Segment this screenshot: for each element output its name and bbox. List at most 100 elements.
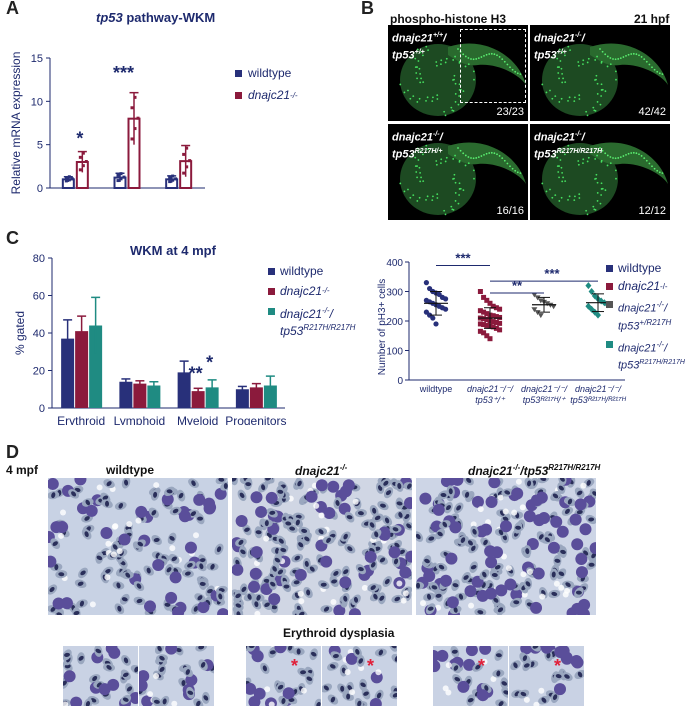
inset-3: * (246, 646, 321, 706)
stained-cell (609, 63, 612, 66)
stained-cell (488, 152, 491, 154)
nucleus (484, 685, 489, 691)
stained-cell (549, 188, 551, 191)
y-tick-label: 100 (386, 347, 403, 358)
nucleus (96, 555, 103, 561)
data-point (174, 177, 178, 181)
stained-cell (501, 58, 504, 61)
x-tick-label: tp53ᴿ²¹⁷ᴴ/⁺ (523, 395, 567, 405)
nucleus (360, 682, 366, 688)
nucleus (153, 699, 160, 704)
blast-cell (388, 546, 401, 559)
nucleus (54, 564, 59, 571)
nucleus (427, 606, 434, 611)
stained-cell (596, 101, 599, 103)
nucleus (394, 596, 401, 602)
stained-cell (619, 57, 622, 60)
stained-cell (417, 60, 420, 62)
panel-d-col3-mid: /tp53 (520, 464, 549, 478)
x-tick-label: tp53⁺/⁺ (475, 395, 506, 405)
data-point (84, 160, 88, 163)
vacuole (481, 658, 488, 665)
nucleus (564, 508, 570, 514)
stained-cell (506, 63, 509, 66)
stained-cell (457, 147, 459, 149)
data-point (544, 301, 551, 307)
blast-cell (378, 526, 391, 539)
cell-field: * (510, 646, 584, 706)
stained-cell (582, 158, 585, 161)
nucleus (240, 549, 246, 555)
blast-cell (480, 523, 493, 536)
panel-c-chart: 0 20 40 60 80 % gated Erythroid Lymphoid Myeloid… (13, 253, 287, 425)
stained-cell (568, 195, 571, 198)
stained-cell (586, 160, 589, 163)
stained-cell (470, 157, 472, 159)
nucleus (287, 646, 293, 651)
nucleus (236, 611, 241, 615)
stained-cell (509, 66, 511, 69)
nucleus (442, 521, 448, 528)
nucleus (200, 662, 206, 668)
stained-cell (596, 200, 599, 202)
data-point (182, 171, 186, 175)
nucleus (564, 674, 570, 679)
vacuole (254, 610, 261, 615)
data-point (493, 325, 499, 331)
blast-cell (250, 546, 263, 559)
stained-cell (594, 158, 597, 160)
stained-cell (425, 144, 428, 147)
b-legend-gene-3b: tp53 (618, 320, 640, 333)
nucleus (502, 516, 509, 522)
panel-d-col2-title: dnajc21-/- (295, 463, 347, 478)
stained-cell (599, 147, 601, 149)
nucleus (125, 572, 131, 578)
stained-cell (431, 100, 434, 103)
nucleus (588, 517, 595, 522)
blast-cell (364, 550, 377, 563)
stained-cell (514, 169, 517, 172)
stained-cell (627, 53, 630, 56)
data-point (64, 176, 68, 180)
nucleus (191, 480, 196, 487)
nucleus (263, 578, 270, 583)
nucleus (235, 593, 241, 599)
data-point (443, 306, 449, 312)
stained-cell (600, 83, 603, 86)
cell-field: * (246, 646, 321, 706)
nucleus (85, 499, 91, 506)
stained-cell (443, 110, 446, 113)
nucleus (495, 653, 502, 658)
stained-cell (600, 182, 603, 185)
nucleus (277, 489, 284, 494)
nucleus (498, 529, 504, 536)
data-point (484, 333, 490, 339)
blast-cell (232, 563, 244, 576)
nucleus (482, 571, 487, 578)
x-tick-label: Erythroid (57, 414, 105, 425)
stained-cell (453, 173, 456, 176)
stained-cell (416, 77, 418, 80)
vacuole (318, 512, 325, 519)
blast-cell (135, 505, 148, 518)
nucleus (79, 600, 85, 607)
nucleus (559, 478, 565, 482)
nucleus (162, 698, 167, 705)
data-point (430, 315, 436, 321)
vacuole (564, 587, 571, 594)
nucleus (378, 649, 384, 656)
data-point (168, 175, 172, 179)
nucleus (289, 526, 296, 531)
blast-cell (446, 596, 459, 609)
nucleus (551, 571, 556, 578)
panel-d-age: 4 mpf (6, 463, 39, 477)
legend-label-wildtype: wildtype (248, 66, 292, 80)
stained-cell (604, 53, 607, 56)
b-legend-sup-3: -/- (656, 300, 665, 309)
data-point (481, 294, 487, 300)
stained-cell (568, 96, 571, 99)
nucleus (552, 694, 558, 701)
nucleus (346, 693, 351, 700)
blast-cell (419, 492, 432, 505)
x-tick-label: dnajc21⁻/⁻/ (575, 384, 623, 394)
